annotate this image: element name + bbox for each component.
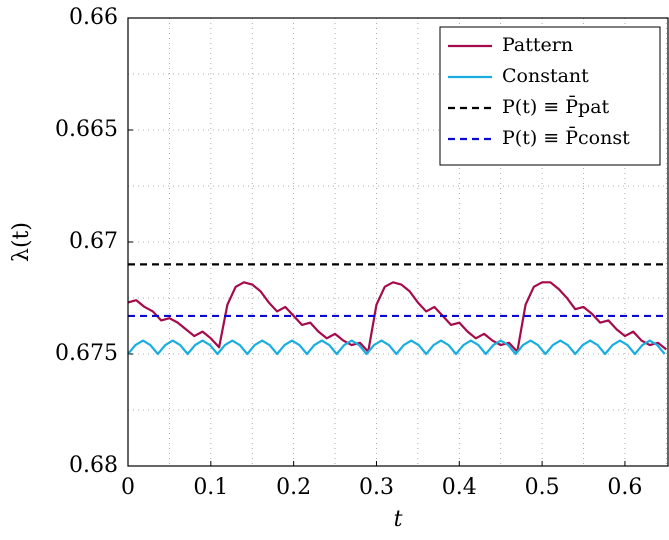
- y-tick-label: 0.68: [69, 453, 118, 478]
- y-tick-label: 0.66: [69, 5, 118, 30]
- legend-label: P(t) ≡ P̄pat: [502, 95, 610, 118]
- series-line: [127, 339, 666, 356]
- plot-frame: [127, 17, 669, 467]
- x-tick-label: 0.2: [276, 475, 311, 500]
- x-tick-label: 0.6: [607, 475, 642, 500]
- x-tick-label: 0.4: [442, 475, 477, 500]
- y-tick-label: 0.675: [55, 341, 118, 366]
- legend-label: Constant: [502, 65, 589, 87]
- y-tick-label: 0.665: [55, 117, 118, 142]
- legend-label: Pattern: [502, 34, 573, 56]
- legend-label: P(t) ≡ P̄const: [502, 126, 630, 149]
- y-axis-label: λ(t): [9, 222, 34, 262]
- legend-box: [439, 26, 661, 166]
- x-axis-label: t: [394, 507, 403, 532]
- y-tick-label: 0.67: [69, 229, 118, 254]
- x-tick-label: 0: [121, 475, 135, 500]
- x-tick-label: 0.1: [193, 475, 228, 500]
- series-line: [127, 281, 668, 353]
- x-tick-label: 0.3: [359, 475, 394, 500]
- x-tick-label: 0.5: [525, 475, 560, 500]
